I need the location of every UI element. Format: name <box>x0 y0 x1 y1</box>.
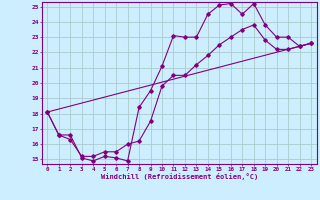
X-axis label: Windchill (Refroidissement éolien,°C): Windchill (Refroidissement éolien,°C) <box>100 173 258 180</box>
